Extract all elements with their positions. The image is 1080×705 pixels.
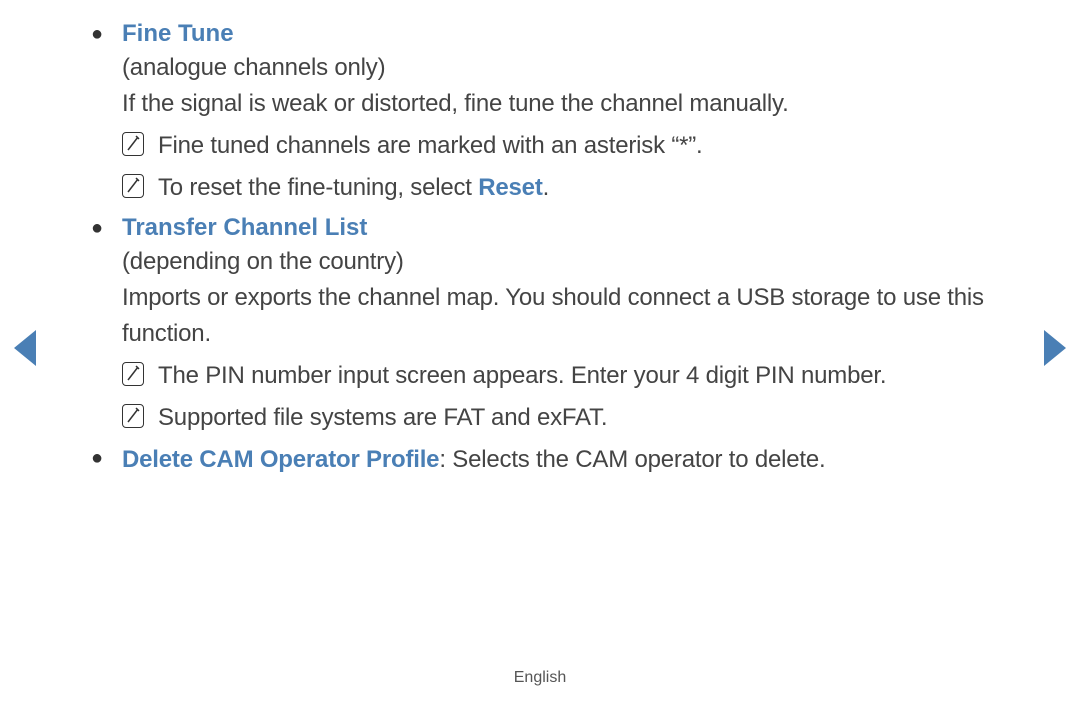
transfer-title: Transfer Channel List [122, 212, 1020, 244]
note-row: To reset the fine-tuning, select Reset. [122, 170, 1020, 206]
section-delete-cam: ● Delete CAM Operator Profile: Selects t… [120, 442, 1020, 478]
transfer-subtitle: (depending on the country) [122, 244, 1020, 280]
note-icon [122, 132, 144, 156]
transfer-note-2: Supported file systems are FAT and exFAT… [158, 400, 1020, 436]
footer-language: English [0, 669, 1080, 687]
fine-tune-note-1: Fine tuned channels are marked with an a… [158, 128, 1020, 164]
fine-tune-note-2: To reset the fine-tuning, select Reset. [158, 170, 1020, 206]
delete-cam-title: Delete CAM Operator Profile [122, 446, 439, 473]
note-icon [122, 362, 144, 386]
manual-page: ● Fine Tune (analogue channels only) If … [0, 0, 1080, 705]
bullet-icon: ● [90, 442, 104, 474]
note-text-pre: To reset the fine-tuning, select [158, 174, 478, 201]
delete-cam-rest: : Selects the CAM operator to delete. [439, 446, 825, 473]
section-fine-tune: ● Fine Tune (analogue channels only) If … [120, 18, 1020, 206]
delete-cam-line: Delete CAM Operator Profile: Selects the… [122, 442, 1020, 478]
fine-tune-desc: If the signal is weak or distorted, fine… [122, 86, 1020, 122]
note-icon [122, 174, 144, 198]
next-page-arrow[interactable] [1044, 330, 1066, 366]
transfer-desc: Imports or exports the channel map. You … [122, 280, 1020, 352]
transfer-note-1: The PIN number input screen appears. Ent… [158, 358, 1020, 394]
bullet-icon: ● [90, 18, 104, 50]
section-transfer: ● Transfer Channel List (depending on th… [120, 212, 1020, 436]
note-row: The PIN number input screen appears. Ent… [122, 358, 1020, 394]
fine-tune-title: Fine Tune [122, 18, 1020, 50]
note-icon [122, 404, 144, 428]
note-row: Supported file systems are FAT and exFAT… [122, 400, 1020, 436]
reset-link[interactable]: Reset [478, 174, 542, 201]
note-row: Fine tuned channels are marked with an a… [122, 128, 1020, 164]
note-text-post: . [543, 174, 549, 201]
prev-page-arrow[interactable] [14, 330, 36, 366]
content-area: ● Fine Tune (analogue channels only) If … [120, 18, 1020, 482]
bullet-icon: ● [90, 212, 104, 244]
fine-tune-subtitle: (analogue channels only) [122, 50, 1020, 86]
